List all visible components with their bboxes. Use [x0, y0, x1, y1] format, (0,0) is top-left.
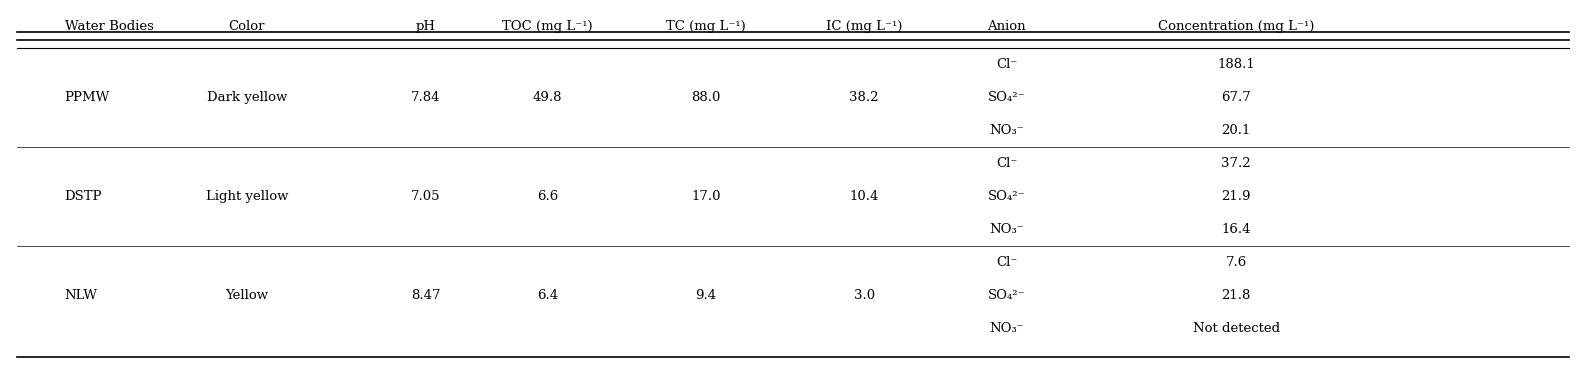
Text: Light yellow: Light yellow — [206, 190, 289, 203]
Text: TC (mg L⁻¹): TC (mg L⁻¹) — [666, 20, 745, 33]
Text: 16.4: 16.4 — [1221, 223, 1251, 236]
Text: 21.8: 21.8 — [1221, 289, 1251, 302]
Text: 17.0: 17.0 — [691, 190, 720, 203]
Text: NO₃⁻: NO₃⁻ — [990, 322, 1025, 335]
Text: 188.1: 188.1 — [1218, 58, 1255, 71]
Text: 49.8: 49.8 — [533, 91, 563, 104]
Text: 67.7: 67.7 — [1221, 91, 1251, 104]
Text: 38.2: 38.2 — [850, 91, 879, 104]
Text: TOC (mg L⁻¹): TOC (mg L⁻¹) — [503, 20, 593, 33]
Text: NO₃⁻: NO₃⁻ — [990, 124, 1025, 137]
Text: 6.4: 6.4 — [538, 289, 558, 302]
Text: Color: Color — [228, 20, 265, 33]
Text: Cl⁻: Cl⁻ — [996, 157, 1018, 170]
Text: Dark yellow: Dark yellow — [206, 91, 287, 104]
Text: IC (mg L⁻¹): IC (mg L⁻¹) — [826, 20, 902, 33]
Text: NO₃⁻: NO₃⁻ — [990, 223, 1025, 236]
Text: pH: pH — [416, 20, 436, 33]
Text: SO₄²⁻: SO₄²⁻ — [988, 91, 1026, 104]
Text: 7.6: 7.6 — [1226, 256, 1247, 269]
Text: Water Bodies: Water Bodies — [65, 20, 154, 33]
Text: SO₄²⁻: SO₄²⁻ — [988, 289, 1026, 302]
Text: 37.2: 37.2 — [1221, 157, 1251, 170]
Text: 8.47: 8.47 — [411, 289, 441, 302]
Text: 10.4: 10.4 — [850, 190, 879, 203]
Text: 6.6: 6.6 — [538, 190, 558, 203]
Text: Concentration (mg L⁻¹): Concentration (mg L⁻¹) — [1158, 20, 1315, 33]
Text: 3.0: 3.0 — [853, 289, 875, 302]
Text: Cl⁻: Cl⁻ — [996, 256, 1018, 269]
Text: 9.4: 9.4 — [695, 289, 717, 302]
Text: 7.05: 7.05 — [411, 190, 441, 203]
Text: 7.84: 7.84 — [411, 91, 441, 104]
Text: Anion: Anion — [988, 20, 1026, 33]
Text: 21.9: 21.9 — [1221, 190, 1251, 203]
Text: DSTP: DSTP — [65, 190, 102, 203]
Text: Yellow: Yellow — [225, 289, 268, 302]
Text: 88.0: 88.0 — [691, 91, 720, 104]
Text: NLW: NLW — [65, 289, 98, 302]
Text: Not detected: Not detected — [1193, 322, 1280, 335]
Text: SO₄²⁻: SO₄²⁻ — [988, 190, 1026, 203]
Text: Cl⁻: Cl⁻ — [996, 58, 1018, 71]
Text: PPMW: PPMW — [65, 91, 109, 104]
Text: 20.1: 20.1 — [1221, 124, 1251, 137]
